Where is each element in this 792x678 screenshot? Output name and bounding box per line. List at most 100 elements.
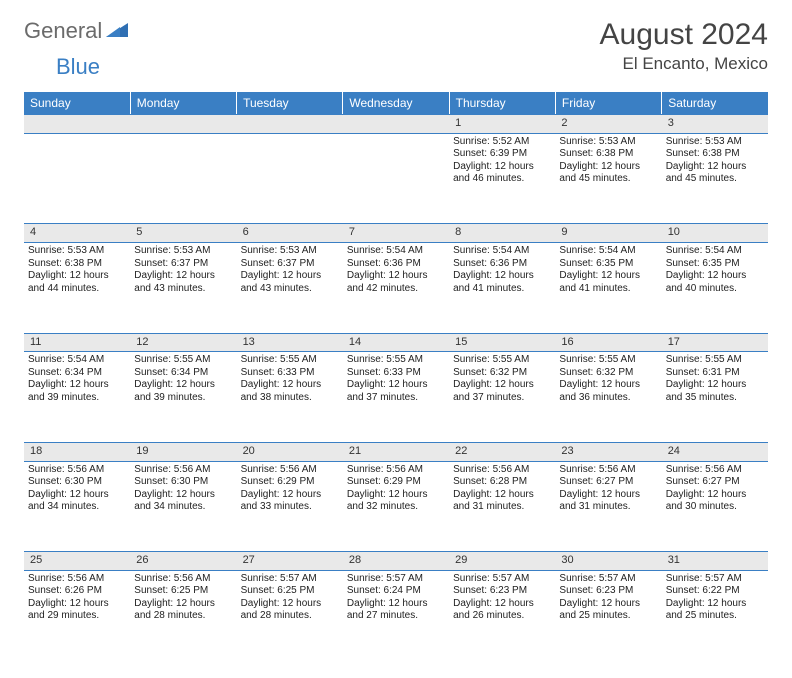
day-number: 23 <box>555 442 661 461</box>
day-number: 7 <box>343 223 449 242</box>
day-number: 22 <box>449 442 555 461</box>
day-cell: Sunrise: 5:55 AMSunset: 6:34 PMDaylight:… <box>130 352 236 442</box>
sunrise-line: Sunrise: 5:53 AM <box>241 245 339 258</box>
day-cell: Sunrise: 5:53 AMSunset: 6:37 PMDaylight:… <box>237 243 343 333</box>
day-number-cell: 26 <box>130 551 236 570</box>
sunrise-line: Sunrise: 5:53 AM <box>134 245 232 258</box>
brand-logo: General <box>24 18 130 44</box>
day-details: Sunrise: 5:56 AMSunset: 6:30 PMDaylight:… <box>134 462 232 514</box>
day-number: 20 <box>237 442 343 461</box>
day-number: 30 <box>555 551 661 570</box>
sunrise-line: Sunrise: 5:56 AM <box>666 464 764 477</box>
daylight-line: Daylight: 12 hours and 34 minutes. <box>28 489 126 514</box>
sunrise-line: Sunrise: 5:53 AM <box>666 136 764 149</box>
sunrise-line: Sunrise: 5:52 AM <box>453 136 551 149</box>
sunset-line: Sunset: 6:28 PM <box>453 476 551 489</box>
sunrise-line: Sunrise: 5:57 AM <box>559 573 657 586</box>
day-number <box>343 114 449 133</box>
day-details: Sunrise: 5:54 AMSunset: 6:35 PMDaylight:… <box>559 243 657 295</box>
day-details: Sunrise: 5:54 AMSunset: 6:35 PMDaylight:… <box>666 243 764 295</box>
day-details: Sunrise: 5:56 AMSunset: 6:27 PMDaylight:… <box>666 462 764 514</box>
day-cell: Sunrise: 5:54 AMSunset: 6:36 PMDaylight:… <box>449 243 555 333</box>
sunset-line: Sunset: 6:32 PM <box>453 367 551 380</box>
sunset-line: Sunset: 6:33 PM <box>241 367 339 380</box>
sunset-line: Sunset: 6:36 PM <box>453 258 551 271</box>
sunrise-line: Sunrise: 5:53 AM <box>28 245 126 258</box>
day-details: Sunrise: 5:55 AMSunset: 6:31 PMDaylight:… <box>666 352 764 404</box>
day-number-cell: 28 <box>343 551 449 570</box>
brand-part1: General <box>24 18 102 44</box>
day-cell: Sunrise: 5:57 AMSunset: 6:24 PMDaylight:… <box>343 570 449 660</box>
sunrise-line: Sunrise: 5:56 AM <box>134 464 232 477</box>
day-number: 28 <box>343 551 449 570</box>
day-number: 15 <box>449 333 555 352</box>
sunrise-line: Sunrise: 5:57 AM <box>666 573 764 586</box>
day-number-cell: 9 <box>555 223 661 242</box>
day-cell: Sunrise: 5:56 AMSunset: 6:27 PMDaylight:… <box>662 461 768 551</box>
day-number-cell: 29 <box>449 551 555 570</box>
day-details: Sunrise: 5:56 AMSunset: 6:25 PMDaylight:… <box>134 571 232 623</box>
day-number: 11 <box>24 333 130 352</box>
sunrise-line: Sunrise: 5:54 AM <box>347 245 445 258</box>
day-number-cell: 24 <box>662 442 768 461</box>
day-details: Sunrise: 5:53 AMSunset: 6:38 PMDaylight:… <box>559 134 657 186</box>
day-number: 18 <box>24 442 130 461</box>
day-number-cell <box>343 114 449 133</box>
day-number: 24 <box>662 442 768 461</box>
sunrise-line: Sunrise: 5:54 AM <box>559 245 657 258</box>
brand-triangle-icon <box>106 21 128 42</box>
sunset-line: Sunset: 6:34 PM <box>28 367 126 380</box>
day-number: 5 <box>130 223 236 242</box>
day-number-cell: 7 <box>343 223 449 242</box>
day-number: 8 <box>449 223 555 242</box>
day-cell <box>130 133 236 223</box>
day-cell: Sunrise: 5:53 AMSunset: 6:37 PMDaylight:… <box>130 243 236 333</box>
sunrise-line: Sunrise: 5:55 AM <box>666 354 764 367</box>
daylight-line: Daylight: 12 hours and 28 minutes. <box>134 598 232 623</box>
day-details: Sunrise: 5:56 AMSunset: 6:29 PMDaylight:… <box>241 462 339 514</box>
day-number-cell: 6 <box>237 223 343 242</box>
daylight-line: Daylight: 12 hours and 33 minutes. <box>241 489 339 514</box>
day-details: Sunrise: 5:53 AMSunset: 6:38 PMDaylight:… <box>28 243 126 295</box>
daylight-line: Daylight: 12 hours and 25 minutes. <box>666 598 764 623</box>
daylight-line: Daylight: 12 hours and 37 minutes. <box>453 379 551 404</box>
day-number: 27 <box>237 551 343 570</box>
daylight-line: Daylight: 12 hours and 44 minutes. <box>28 270 126 295</box>
sunrise-line: Sunrise: 5:54 AM <box>453 245 551 258</box>
day-number: 16 <box>555 333 661 352</box>
daylight-line: Daylight: 12 hours and 35 minutes. <box>666 379 764 404</box>
day-number: 29 <box>449 551 555 570</box>
daylight-line: Daylight: 12 hours and 46 minutes. <box>453 161 551 186</box>
sunset-line: Sunset: 6:38 PM <box>559 148 657 161</box>
daylight-line: Daylight: 12 hours and 45 minutes. <box>666 161 764 186</box>
day-cell: Sunrise: 5:54 AMSunset: 6:34 PMDaylight:… <box>24 352 130 442</box>
sunrise-line: Sunrise: 5:55 AM <box>134 354 232 367</box>
sunset-line: Sunset: 6:38 PM <box>28 258 126 271</box>
day-details: Sunrise: 5:53 AMSunset: 6:37 PMDaylight:… <box>134 243 232 295</box>
day-details: Sunrise: 5:57 AMSunset: 6:24 PMDaylight:… <box>347 571 445 623</box>
day-number-cell <box>237 114 343 133</box>
daylight-line: Daylight: 12 hours and 37 minutes. <box>347 379 445 404</box>
day-cell: Sunrise: 5:56 AMSunset: 6:25 PMDaylight:… <box>130 570 236 660</box>
day-details: Sunrise: 5:57 AMSunset: 6:23 PMDaylight:… <box>559 571 657 623</box>
day-details: Sunrise: 5:52 AMSunset: 6:39 PMDaylight:… <box>453 134 551 186</box>
day-number-cell: 19 <box>130 442 236 461</box>
sunrise-line: Sunrise: 5:56 AM <box>134 573 232 586</box>
day-number-cell: 3 <box>662 114 768 133</box>
day-number: 17 <box>662 333 768 352</box>
day-number-cell: 13 <box>237 333 343 352</box>
day-number-cell: 31 <box>662 551 768 570</box>
sunset-line: Sunset: 6:35 PM <box>559 258 657 271</box>
day-details: Sunrise: 5:55 AMSunset: 6:33 PMDaylight:… <box>241 352 339 404</box>
sunset-line: Sunset: 6:27 PM <box>559 476 657 489</box>
sunset-line: Sunset: 6:25 PM <box>241 585 339 598</box>
day-cell: Sunrise: 5:55 AMSunset: 6:33 PMDaylight:… <box>343 352 449 442</box>
daylight-line: Daylight: 12 hours and 27 minutes. <box>347 598 445 623</box>
day-details: Sunrise: 5:55 AMSunset: 6:34 PMDaylight:… <box>134 352 232 404</box>
day-cell: Sunrise: 5:57 AMSunset: 6:23 PMDaylight:… <box>555 570 661 660</box>
day-details: Sunrise: 5:55 AMSunset: 6:33 PMDaylight:… <box>347 352 445 404</box>
weekday-header: Tuesday <box>237 92 343 114</box>
day-number-cell: 17 <box>662 333 768 352</box>
sunrise-line: Sunrise: 5:55 AM <box>347 354 445 367</box>
day-number-cell: 21 <box>343 442 449 461</box>
